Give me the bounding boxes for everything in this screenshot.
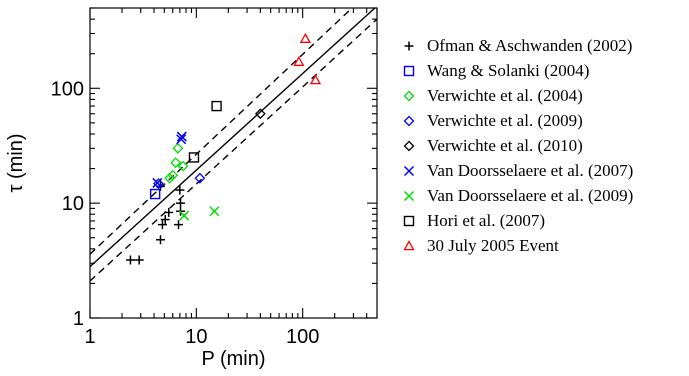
point-s6-0 [179,210,190,221]
point-s0-5 [164,207,174,217]
legend-marker [403,190,415,202]
x-tick-label: 100 [286,326,319,348]
point-s0-0 [125,255,135,265]
legend-marker [403,90,415,102]
point-s3-1 [194,172,206,184]
point-s0-6 [174,220,184,230]
legend-label: Wang & Solanki (2004) [427,61,589,80]
point-s0-1 [134,255,144,265]
point-s4-0 [254,108,266,120]
legend-item: Van Doorsselaere et al. (2009) [403,186,633,205]
legend-item: Van Doorsselaere et al. (2007) [403,161,633,180]
data-points [125,32,322,265]
point-s3-0 [153,178,164,190]
legend-item: Verwichte et al. (2009) [403,111,583,130]
point-s2-2 [170,157,182,169]
legend-item: Ofman & Aschwanden (2002) [404,36,632,55]
point-s0-9 [175,185,185,195]
y-tick-label: 1 [73,308,84,330]
legend-marker [404,41,414,51]
point-s1-0 [149,188,161,200]
legend-label: 30 July 2005 Event [427,236,559,255]
point-s0-2 [155,235,165,245]
legend-item: Hori et al. (2007) [403,211,545,230]
legend-item: Wang & Solanki (2004) [403,61,589,80]
x-tick-label: 1 [84,326,95,348]
legend-marker [403,140,415,152]
point-s0-3 [157,220,167,230]
fit-lines [90,8,377,282]
legend-label: Van Doorsselaere et al. (2009) [427,186,633,205]
point-s6-1 [209,206,220,217]
point-s5-1 [176,134,187,145]
point-s2-0 [164,172,175,184]
legend-label: Hori et al. (2007) [427,211,545,230]
plot-frame [89,7,378,319]
legend-item: Verwichte et al. (2010) [403,136,583,155]
legend-marker [403,215,415,227]
legend-marker [403,165,415,177]
point-s0-4 [160,215,170,225]
x-axis-title: P (min) [201,348,265,370]
y-axis-title: τ (min) [5,133,27,192]
axis-ticks: 1 10 100 1 10 100 [51,7,378,348]
legend-label: Ofman & Aschwanden (2002) [427,36,632,55]
x-tick-label: 10 [185,326,207,348]
point-s5-0 [152,177,163,188]
point-s8-2 [309,74,322,85]
point-s7-1 [211,100,222,112]
legend-label: Van Doorsselaere et al. (2007) [427,161,633,180]
fit-line-dashed-1 [90,8,354,255]
legend-label: Verwichte et al. (2010) [427,136,583,155]
legend-marker [403,115,415,127]
legend-item: 30 July 2005 Event [403,236,559,255]
fit-line-solid [90,8,376,268]
point-s8-1 [299,32,311,43]
point-s7-0 [188,152,200,163]
point-s8-0 [293,55,305,67]
point-s2-3 [172,142,184,154]
legend: Ofman & Aschwanden (2002) Wang & Solanki … [403,36,633,255]
point-s0-8 [176,198,186,208]
point-s5-2 [176,131,187,142]
point-s2-1 [167,169,179,181]
legend-label: Verwichte et al. (2009) [427,111,583,130]
y-tick-label: 100 [51,78,84,100]
fit-line-dashed-2 [90,18,377,282]
legend-marker [403,240,415,251]
point-s2-4 [177,160,189,172]
legend-marker [403,65,415,77]
legend-item: Verwichte et al. (2004) [403,86,583,105]
y-tick-label: 10 [62,193,84,215]
legend-label: Verwichte et al. (2004) [427,86,583,105]
